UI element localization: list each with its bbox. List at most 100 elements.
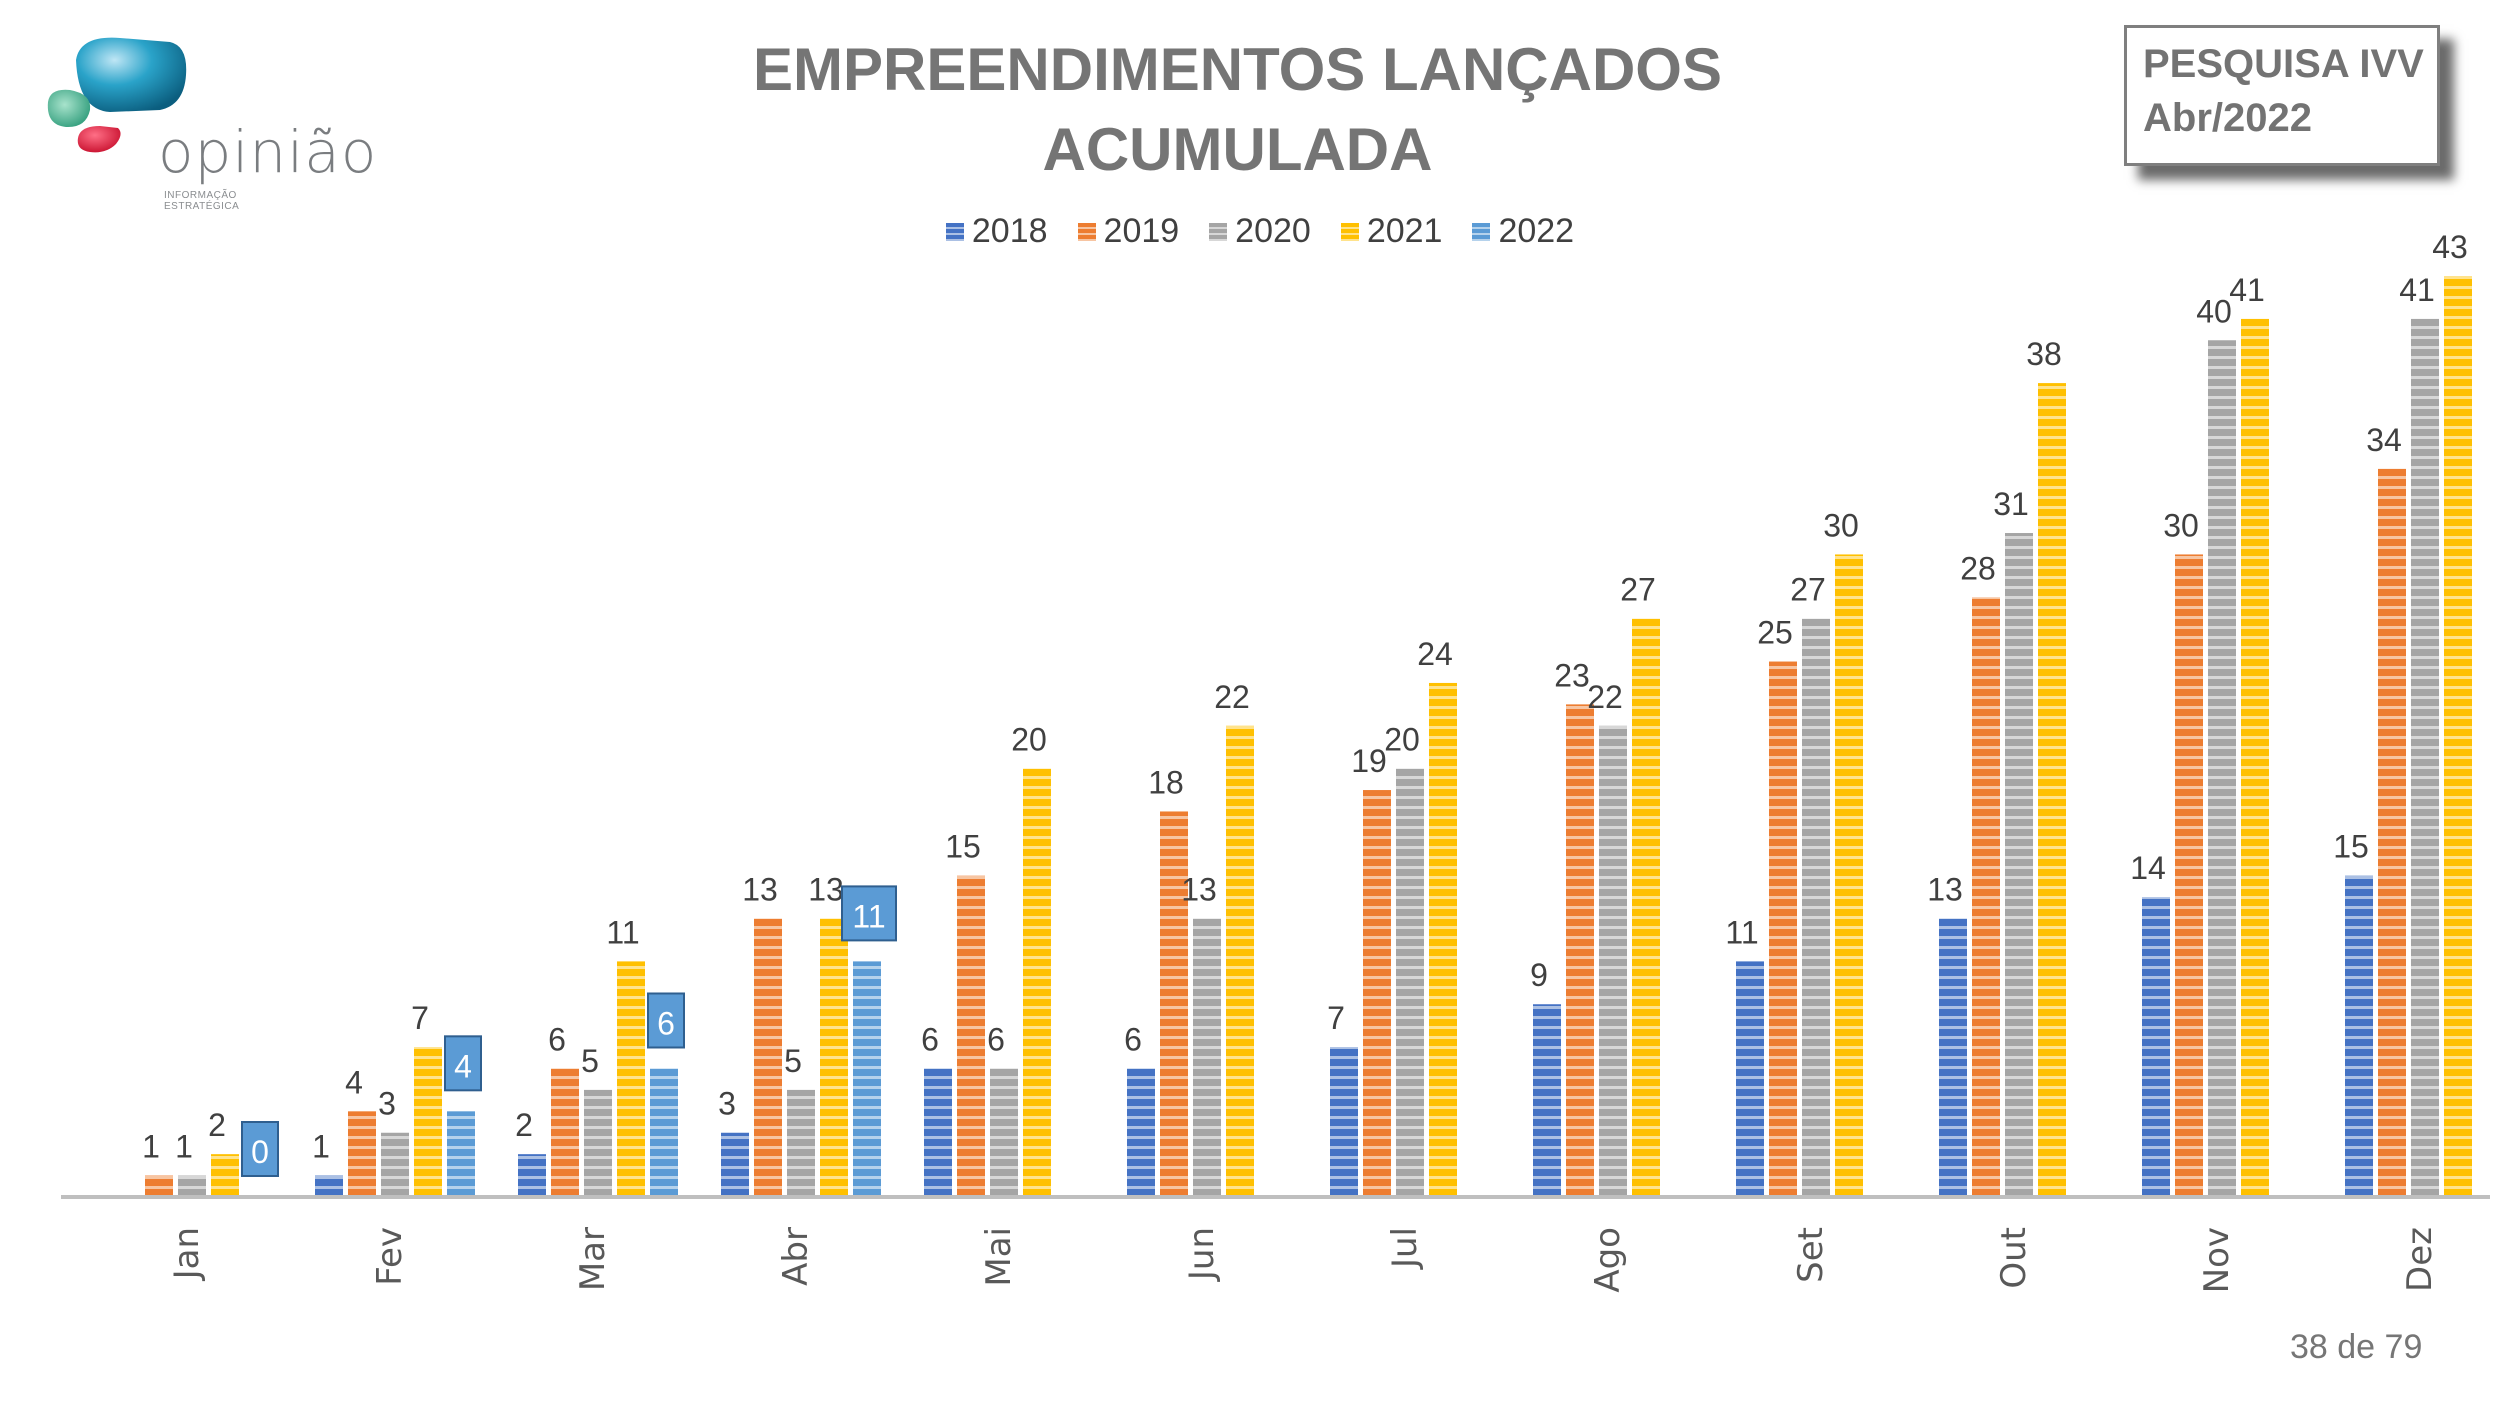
data-label-2018-Out: 13 bbox=[1927, 872, 1963, 908]
bar-2019-Jun bbox=[1160, 811, 1188, 1197]
bar-2019-Ago bbox=[1566, 704, 1594, 1197]
data-label-2021-Nov: 41 bbox=[2229, 272, 2265, 308]
legend-swatch bbox=[1340, 222, 1359, 241]
data-label-2018-Jul: 7 bbox=[1327, 1000, 1345, 1036]
chart-title: EMPREENDIMENTOS LANÇADOS ACUMULADA bbox=[600, 30, 1875, 190]
bar-2021-Nov bbox=[2241, 318, 2269, 1197]
bar-2019-Mar bbox=[551, 1068, 579, 1197]
bar-2021-Set bbox=[1835, 554, 1863, 1197]
legend-item-2019: 2019 bbox=[1077, 212, 1180, 251]
company-logo: opinião INFORMAÇÃO ESTRATÉGICA bbox=[40, 30, 376, 212]
data-label-2019-Set: 25 bbox=[1757, 615, 1793, 651]
data-label-2018-Nov: 14 bbox=[2130, 850, 2166, 886]
legend-label: 2022 bbox=[1498, 212, 1575, 250]
data-label-box-2022-Abr bbox=[841, 885, 897, 942]
data-label-2020-Set: 27 bbox=[1790, 572, 1826, 608]
data-label-2018-Dez: 15 bbox=[2333, 829, 2369, 865]
data-label-2022-Mar: 6 bbox=[657, 1005, 675, 1041]
data-label-2019-Jul: 19 bbox=[1351, 743, 1387, 779]
data-label-2020-Mar: 5 bbox=[581, 1043, 599, 1079]
bar-2021-Ago bbox=[1632, 618, 1660, 1197]
bar-2020-Dez bbox=[2411, 318, 2439, 1197]
bar-2018-Jul bbox=[1330, 1047, 1358, 1197]
x-tick-Jan: Jan bbox=[167, 1227, 207, 1281]
bar-2020-Mai bbox=[990, 1068, 1018, 1197]
bar-2019-Out bbox=[1972, 597, 2000, 1197]
data-label-2020-Jan: 1 bbox=[175, 1129, 193, 1165]
legend-swatch bbox=[945, 222, 964, 241]
bar-2019-Abr bbox=[754, 918, 782, 1197]
bar-2019-Jul bbox=[1363, 790, 1391, 1197]
data-label-2021-Ago: 27 bbox=[1620, 572, 1656, 608]
x-tick-Abr: Abr bbox=[776, 1227, 816, 1286]
bar-2020-Ago bbox=[1599, 725, 1627, 1197]
data-label-2018-Set: 11 bbox=[1725, 914, 1758, 950]
bar-2021-Out bbox=[2038, 383, 2066, 1197]
data-label-2021-Out: 38 bbox=[2026, 336, 2062, 372]
data-label-2020-Ago: 22 bbox=[1587, 679, 1623, 715]
data-label-2022-Jan: 0 bbox=[251, 1134, 269, 1170]
data-label-2020-Fev: 3 bbox=[378, 1086, 396, 1122]
legend-item-2021: 2021 bbox=[1340, 212, 1442, 251]
bar-2018-Dez bbox=[2345, 875, 2373, 1197]
x-tick-Nov: Nov bbox=[2197, 1227, 2237, 1293]
data-label-2021-Fev: 7 bbox=[411, 1000, 429, 1036]
data-label-2018-Jun: 6 bbox=[1124, 1021, 1142, 1057]
data-label-2022-Fev: 4 bbox=[454, 1048, 472, 1084]
data-label-2020-Nov: 40 bbox=[2196, 293, 2232, 329]
bar-2020-Jun bbox=[1193, 918, 1221, 1197]
bar-2018-Fev bbox=[315, 1175, 343, 1197]
bar-2022-Mar bbox=[650, 1068, 678, 1197]
bar-2019-Mai bbox=[957, 875, 985, 1197]
x-axis-tick-labels: Jan Fev Mar Abr Mai Jun Jul Ago Set Out Nov Dez bbox=[167, 1227, 2440, 1293]
bar-2018-Nov bbox=[2142, 897, 2170, 1197]
legend-item-2020: 2020 bbox=[1209, 212, 1311, 251]
bar-2020-Abr bbox=[787, 1089, 815, 1197]
x-tick-Jun: Jun bbox=[1182, 1227, 1222, 1282]
bar-2018-Ago bbox=[1533, 1004, 1561, 1197]
legend-item-2018: 2018 bbox=[945, 212, 1048, 251]
legend-swatch bbox=[1472, 222, 1491, 241]
data-label-2020-Out: 31 bbox=[1993, 486, 2029, 522]
bar-2021-Jul bbox=[1429, 682, 1457, 1197]
bar-2021-Fev bbox=[414, 1047, 442, 1197]
bar-2022-Fev bbox=[447, 1111, 475, 1197]
page-indicator: 38 de 79 bbox=[2290, 1328, 2423, 1366]
bar-2020-Fev bbox=[381, 1132, 409, 1197]
bar-2020-Nov bbox=[2208, 340, 2236, 1197]
logo-tagline: INFORMAÇÃO ESTRATÉGICA bbox=[164, 190, 240, 212]
data-label-2018-Fev: 1 bbox=[312, 1129, 330, 1165]
legend-swatch bbox=[1209, 222, 1228, 241]
x-tick-Ago: Ago bbox=[1588, 1227, 1628, 1293]
chart-legend: 2018 2019 2020 2021 2022 bbox=[10, 212, 2500, 251]
data-label-2020-Jun: 13 bbox=[1181, 872, 1217, 908]
bar-2020-Jan bbox=[178, 1175, 206, 1197]
bar-2019-Nov bbox=[2175, 554, 2203, 1197]
bar-2019-Set bbox=[1769, 661, 1797, 1197]
data-label-2021-Jun: 22 bbox=[1214, 679, 1250, 715]
legend-label: 2020 bbox=[1235, 212, 1311, 250]
data-label-2022-Abr: 11 bbox=[852, 898, 885, 934]
data-label-2020-Mai: 6 bbox=[987, 1021, 1005, 1057]
data-label-2021-Dez: 43 bbox=[2432, 229, 2468, 265]
chart-title-line1: EMPREENDIMENTOS LANÇADOS bbox=[753, 36, 1722, 103]
data-label-2021-Mar: 11 bbox=[606, 914, 639, 950]
legend-label: 2018 bbox=[971, 212, 1048, 250]
x-tick-Mai: Mai bbox=[979, 1227, 1019, 1287]
data-label-2021-Mai: 20 bbox=[1011, 722, 1047, 758]
data-label-2019-Jun: 18 bbox=[1148, 764, 1184, 800]
bar-2018-Abr bbox=[721, 1132, 749, 1197]
data-labels-layer: 1 120 143742651163135131161562061813227192… bbox=[142, 229, 2468, 1177]
bar-2019-Dez bbox=[2378, 468, 2406, 1197]
bar-2022-Abr bbox=[853, 961, 881, 1197]
survey-badge-line2: Abr/2022 bbox=[2143, 96, 2312, 140]
bar-2018-Set bbox=[1736, 961, 1764, 1197]
data-label-2018-Ago: 9 bbox=[1530, 957, 1548, 993]
bar-2021-Mai bbox=[1023, 768, 1051, 1197]
data-label-2021-Jan: 2 bbox=[208, 1107, 226, 1143]
survey-badge-line1: PESQUISA IVV bbox=[2143, 42, 2424, 86]
data-label-2018-Abr: 3 bbox=[718, 1086, 736, 1122]
logo-wordmark: opinião bbox=[158, 118, 378, 186]
bar-2018-Out bbox=[1939, 918, 1967, 1197]
legend-label: 2019 bbox=[1103, 212, 1180, 250]
